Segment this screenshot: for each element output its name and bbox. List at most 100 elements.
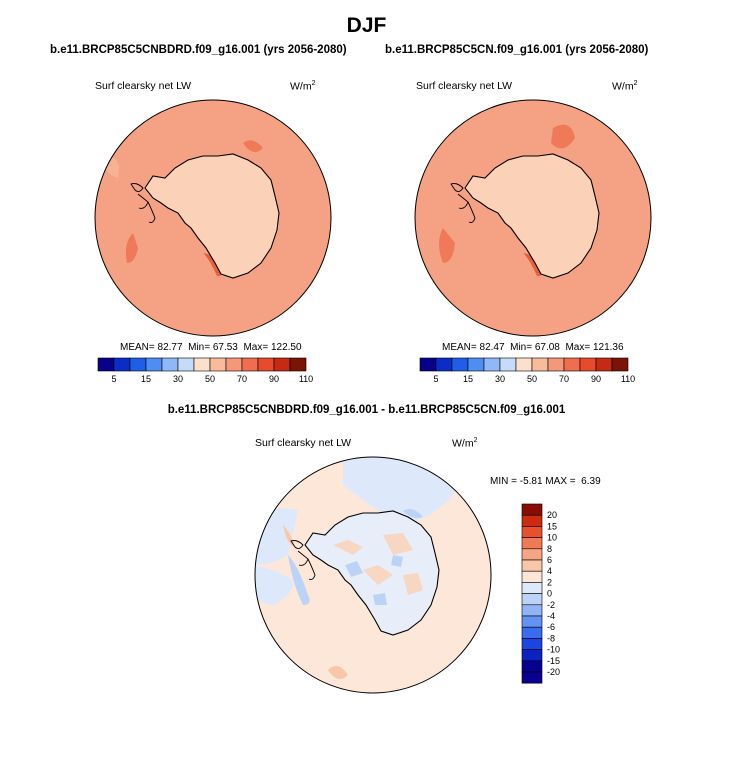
panel1-colorbar-box [97,357,115,372]
panel3-colorbar-tick-label: 10 [547,533,557,543]
panel1-colorbar-box [145,357,163,372]
panel2-colorbar-box [435,357,453,372]
panel2-colorbar-tick-label: 70 [559,374,569,384]
panel2-colorbar-box [515,357,533,372]
panel3-negative-region [255,565,294,605]
panel2-colorbar-tick-label: 15 [463,374,473,384]
panel1-colorbar-box [241,357,259,372]
panel3-speckle-negative [345,555,403,605]
panel3-colorbar-tick-label: -20 [547,667,560,677]
panel1-colorbar-tick-label: 15 [141,374,151,384]
panel3-stats: MIN = -5.81 MAX = 6.39 [490,476,601,487]
panel3-map [254,456,492,694]
panel2-peninsula [450,183,464,193]
panel1-colorbar-box [161,357,179,372]
panel1-colorbar-box [225,357,243,372]
panel3-colorbar-tick-label: 15 [547,521,557,531]
panel3-negative-region [288,555,310,605]
panel2-antarctica [464,153,600,279]
panel2-colorbar-box [467,357,485,372]
panel3-colorbar-tick-label: 6 [547,555,552,565]
panel3-colorbar-tick-label: 20 [547,510,557,520]
panel2-colorbar-box [563,357,581,372]
panel2-colorbar-box [595,357,613,372]
panel1-colorbar-box [177,357,195,372]
panel3-colorbar-box [521,559,543,572]
panel3-peninsula [307,558,316,580]
panel2-units: W/m2 [612,80,638,93]
panel1-peninsula [130,183,144,193]
panel2-map [414,99,652,337]
panel1-peninsula [147,201,156,223]
panel3-colorbar-tick-label: -4 [547,611,555,621]
panel1-colorbar-tick-label: 70 [237,374,247,384]
panel3-colorbar-box [521,671,543,684]
panel2-colorbar-tick-label: 90 [591,374,601,384]
panel2-colorbar-box [499,357,517,372]
panel3-colorbar-tick-label: 2 [547,577,552,587]
panel3-colorbar-tick-label: 0 [547,589,552,599]
panel3-colorbar-tick-label: 8 [547,544,552,554]
panel3-colorbar-box [521,660,543,673]
panel2-colorbar-box [547,357,565,372]
panel1-colorbar-tick-label: 30 [173,374,183,384]
panel3-colorbar-tick-label: -6 [547,622,555,632]
panel3-positive-region [328,666,348,679]
panel1-map [94,99,332,337]
panel2-colorbar-box [451,357,469,372]
panel1-colorbar-tick-label: 50 [205,374,215,384]
panel3-colorbar-box [521,615,543,628]
panel3-colorbar-tick-label: -2 [547,600,555,610]
panel3-speckle-positive [333,533,423,595]
panel1-map-border [94,99,332,337]
panel3-colorbar-box [521,570,543,583]
panel1-high-region [125,233,138,263]
panel3-peninsula [290,540,304,550]
panel3-variable: Surf clearsky net LW [255,437,352,449]
panel1-units: W/m2 [290,80,316,93]
panel2-high-region [439,228,455,263]
panel2-map-border [414,99,652,337]
panel2-colorbar-box [419,357,437,372]
panel3-colorbar-box [521,526,543,538]
panel3-units: W/m2 [452,437,478,450]
panel2-colorbar-box [483,357,501,372]
panel2-colorbar: 51530507090110130 [419,357,635,384]
panel1-colorbar-box [209,357,227,372]
panel3-colorbar-box [521,593,543,606]
panel1-colorbar: 51530507090110130 [97,357,313,384]
panel1-colorbar-box [113,357,131,372]
panel2-variable: Surf clearsky net LW [416,80,513,92]
panel2-colorbar-tick-label: 5 [433,374,438,384]
panel3-map-border [254,456,492,694]
panel3-colorbar-tick-label: -10 [547,645,560,655]
panel3-title: b.e11.BRCP85C5CNBDRD.f09_g16.001 - b.e11… [167,404,566,416]
panel2-colorbar-box [579,357,597,372]
panel1-colorbar-box [257,357,275,372]
panel1-colorbar-box [273,357,291,372]
panel3-colorbar-box [521,514,543,527]
panel3-positive-region [283,525,295,547]
panel1-colorbar-tick-label: 110 [299,374,313,384]
panel1-colorbar-tick-label: 5 [111,374,116,384]
panel2-colorbar-tick-label: 50 [527,374,537,384]
panel2-colorbar-box [611,357,629,372]
panel2-high-region [551,124,575,149]
panel3-colorbar-box [521,649,543,662]
panel3-colorbar-box [521,537,543,550]
panel1-colorbar-box [193,357,211,372]
panel1-colorbar-tick-label: 90 [269,374,279,384]
panel3-colorbar-box [521,638,543,650]
panel2-peninsula [467,201,476,223]
panel1-colorbar-box [129,357,147,372]
panel1-variable: Surf clearsky net LW [95,80,192,92]
panel3-colorbar-tick-label: -8 [547,633,555,643]
panel2-stats: MEAN= 82.47 Min= 67.08 Max= 121.36 [442,342,624,353]
panel1-colorbar-box [289,357,307,372]
panel3-negative-region [403,509,423,519]
panel2-colorbar-tick-label: 110 [621,374,635,384]
panel3-colorbar-tick-label: -15 [547,656,560,666]
panel3-colorbar-tick-label: 4 [547,566,552,576]
panel3-colorbar-box [521,503,543,516]
